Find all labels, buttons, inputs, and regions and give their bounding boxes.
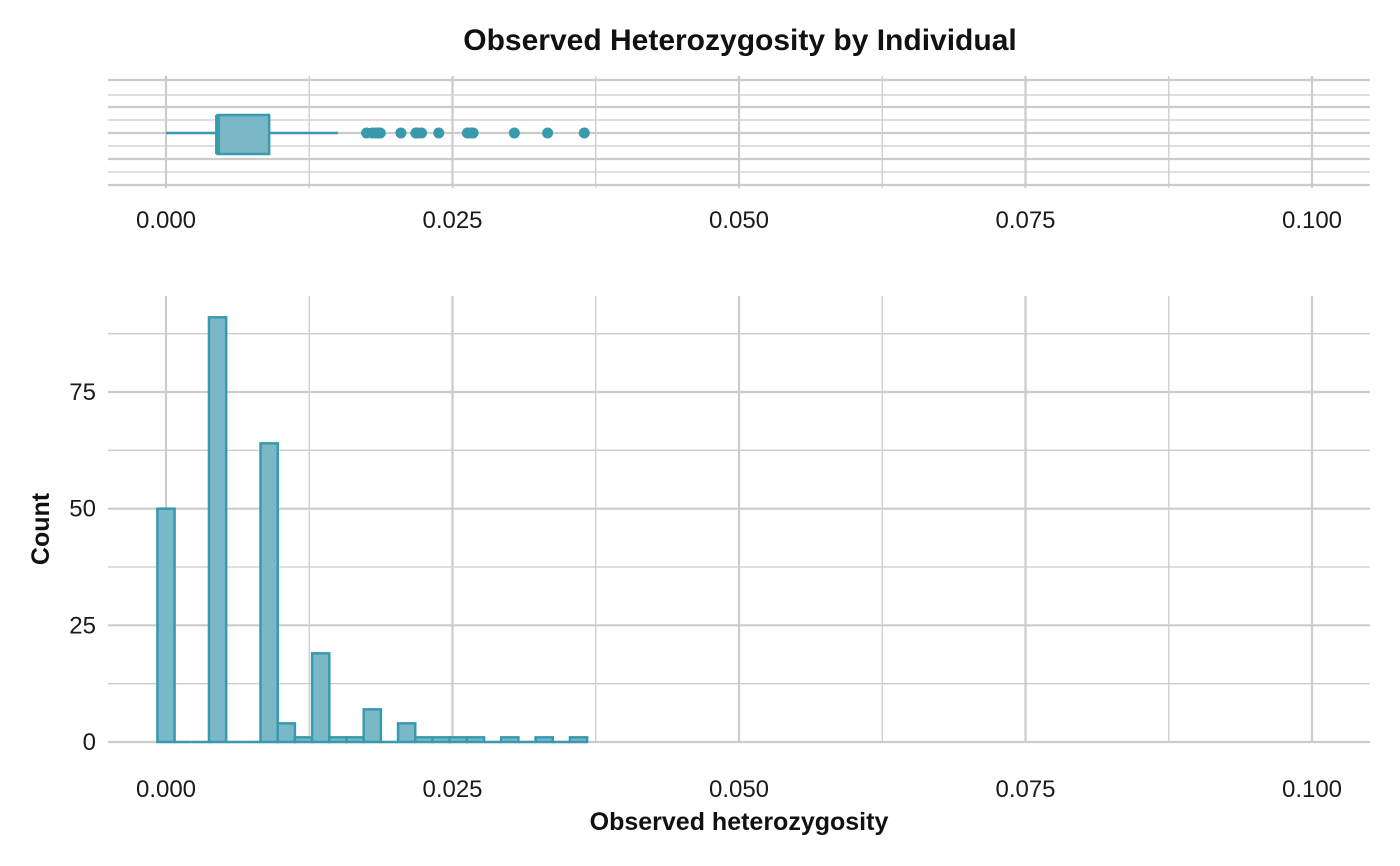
histogram-bar <box>499 736 520 744</box>
x-axis-title: Observed heterozygosity <box>590 808 889 836</box>
box-x-tick-label: 0.025 <box>422 207 482 234</box>
hist-x-tick-label: 0.000 <box>136 776 196 803</box>
hist-x-tick-label: 0.100 <box>1282 776 1342 803</box>
histogram-bar <box>276 722 297 744</box>
histogram-bar <box>431 736 451 744</box>
outlier-point <box>374 127 386 139</box>
histogram-bar <box>448 736 469 744</box>
histogram-bar <box>534 736 555 744</box>
outlier-point <box>578 127 590 139</box>
histogram-bar <box>465 736 486 744</box>
outlier-point <box>416 127 428 139</box>
box-x-tick-label: 0.075 <box>995 207 1055 234</box>
hist-y-tick-label: 50 <box>69 496 96 523</box>
hist-y-tick-label: 0 <box>83 729 96 756</box>
histogram-bar <box>310 652 331 744</box>
outlier-point <box>508 127 520 139</box>
histogram-bar <box>207 316 228 744</box>
histogram-bar <box>568 736 589 744</box>
histogram-bar <box>328 736 348 744</box>
histogram-bar <box>259 442 279 744</box>
histogram-bar <box>345 736 365 744</box>
outlier-point <box>433 127 445 139</box>
box-x-tick-label: 0.050 <box>709 207 769 234</box>
histogram-bar <box>396 722 417 744</box>
outlier-point <box>542 127 554 139</box>
hist-x-tick-label: 0.075 <box>995 776 1055 803</box>
box-x-tick-label: 0.100 <box>1282 207 1342 234</box>
box-iqr <box>216 113 271 156</box>
hist-x-tick-label: 0.025 <box>422 776 482 803</box>
y-axis-title: Count <box>27 492 55 565</box>
hist-y-tick-label: 75 <box>69 379 96 406</box>
histogram-bar <box>362 708 383 744</box>
chart-title: Observed Heterozygosity by Individual <box>463 24 1017 57</box>
outlier-point <box>467 127 479 139</box>
histogram-bar <box>414 736 434 744</box>
histogram-bar <box>156 507 176 744</box>
hist-x-tick-label: 0.050 <box>709 776 769 803</box>
box-x-tick-label: 0.000 <box>136 207 196 234</box>
histogram-bar <box>293 736 314 744</box>
hist-y-tick-label: 25 <box>69 612 96 639</box>
outlier-point <box>395 127 407 139</box>
